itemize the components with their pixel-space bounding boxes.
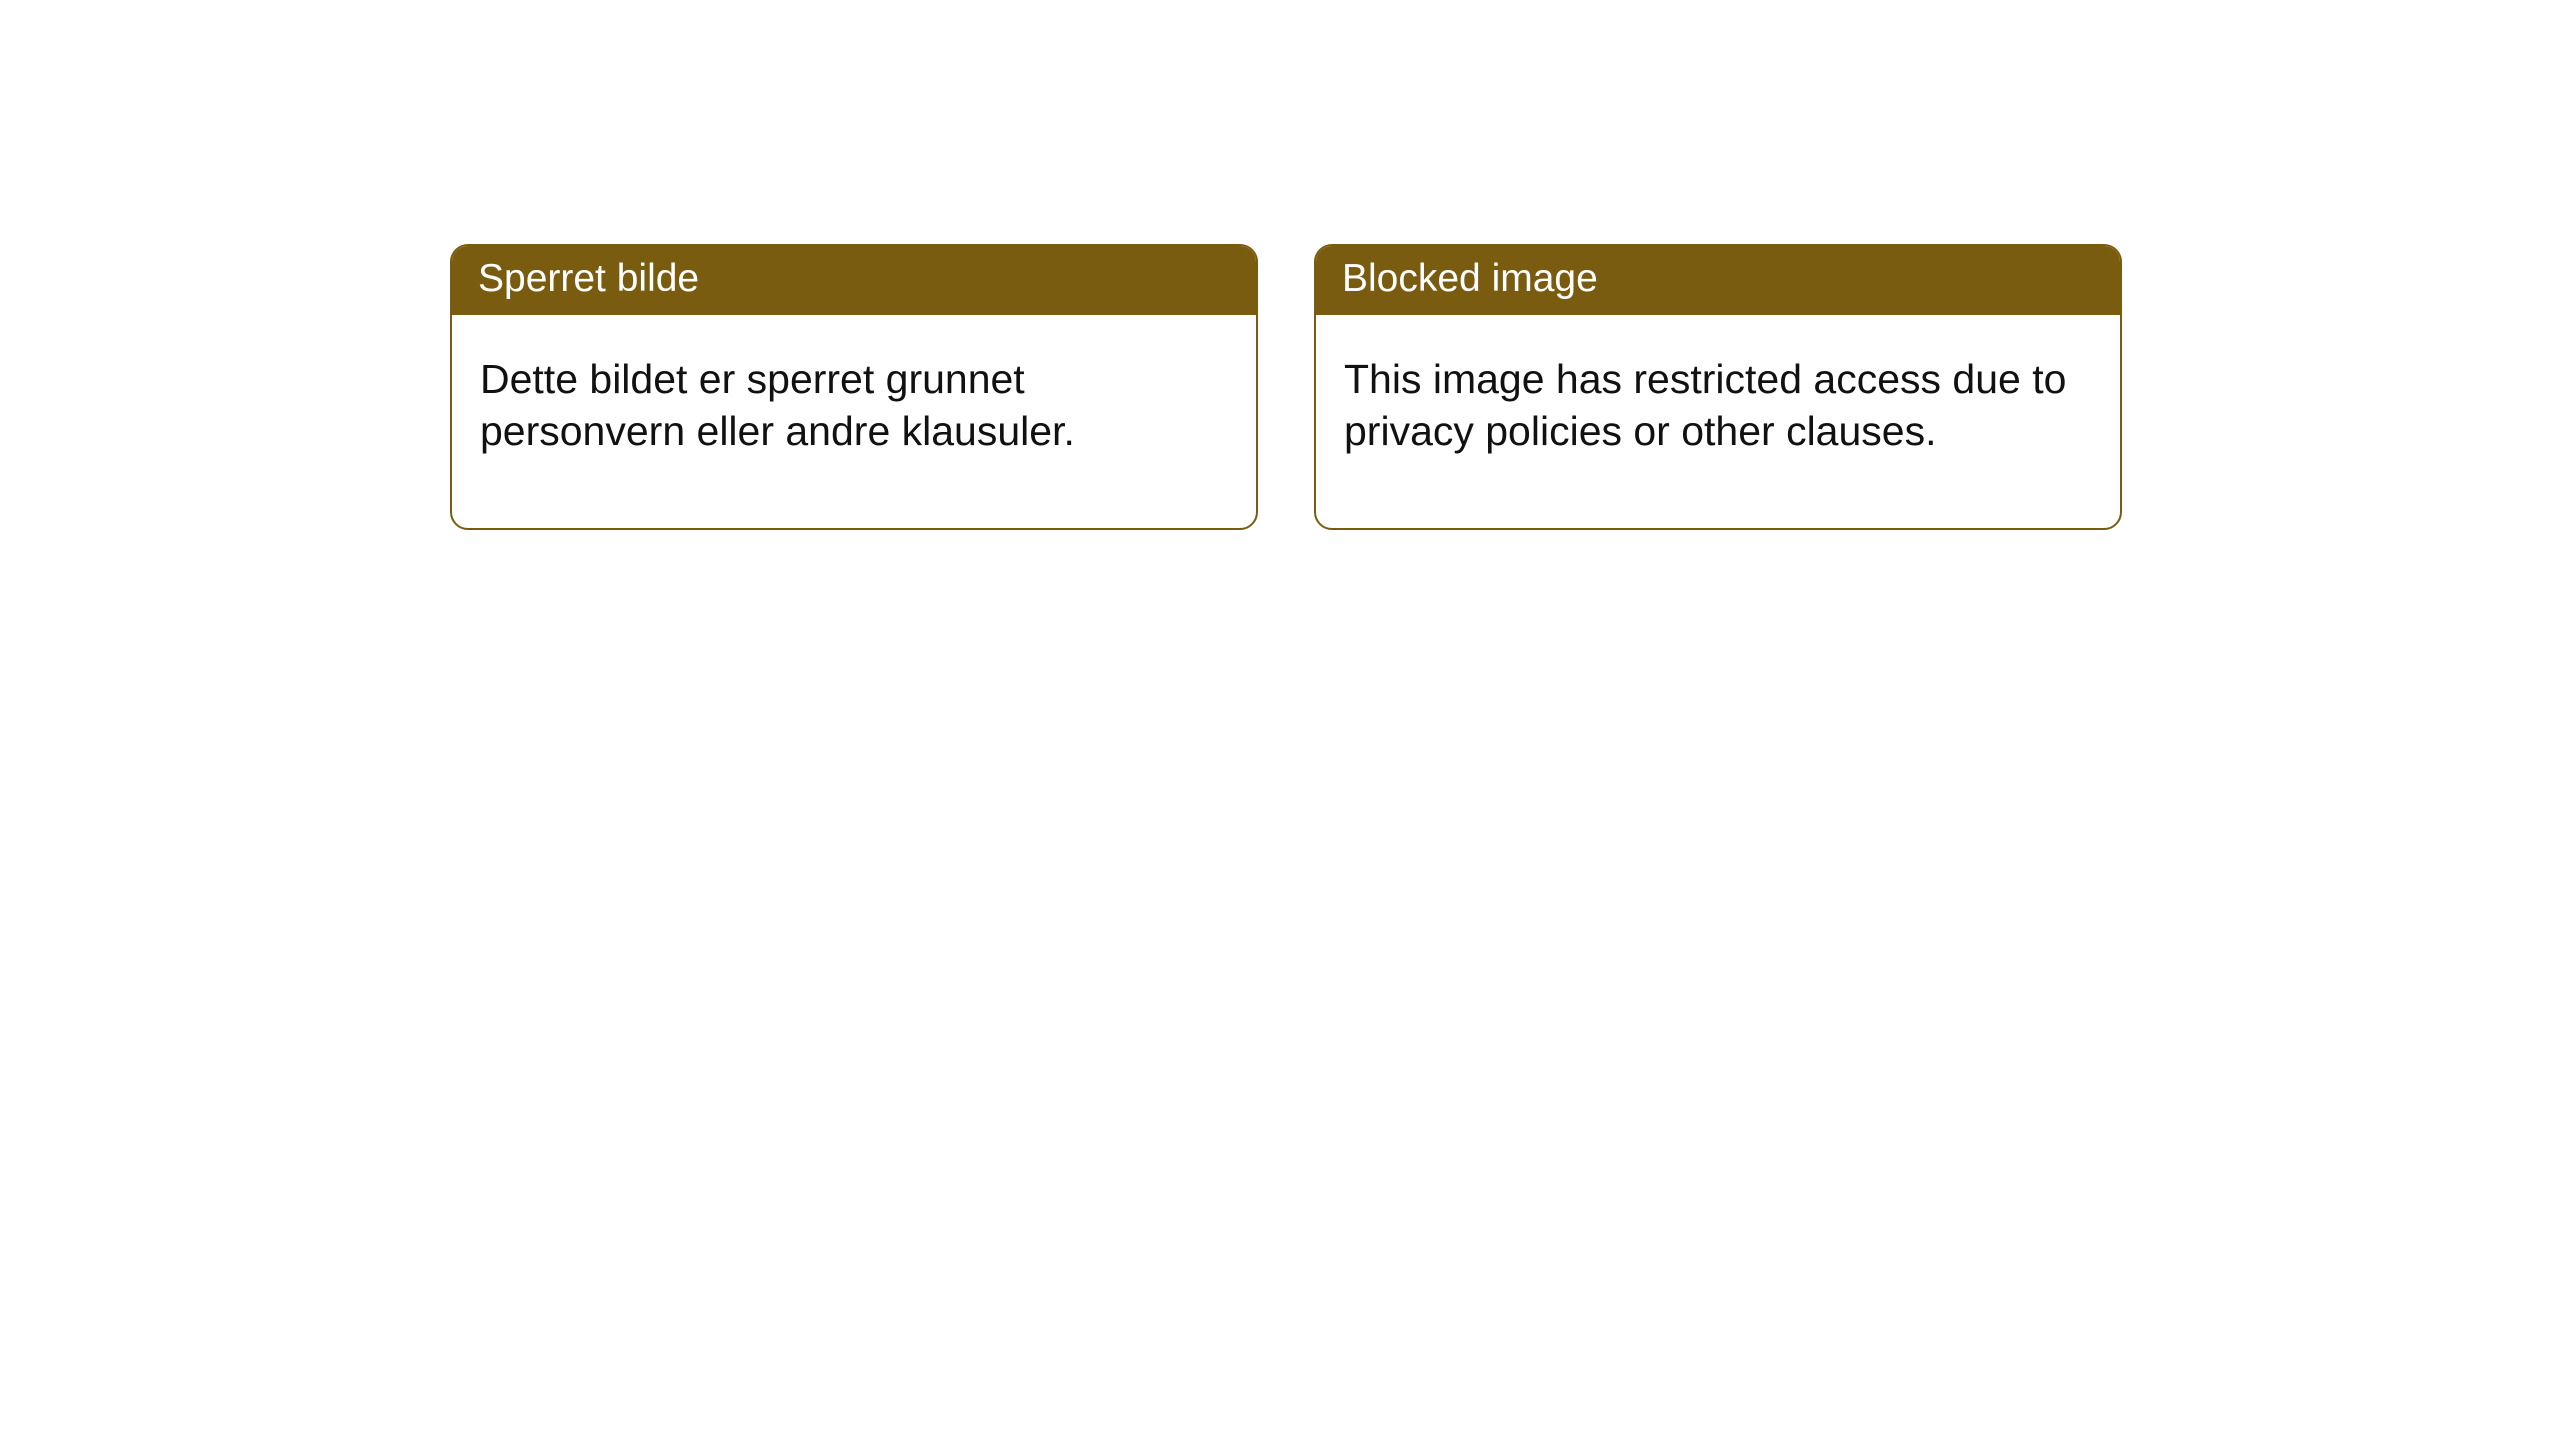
notice-title: Blocked image [1342, 257, 1598, 300]
notice-body-text: This image has restricted access due to … [1344, 356, 2066, 454]
notice-title: Sperret bilde [478, 257, 699, 300]
notice-body-text: Dette bildet er sperret grunnet personve… [480, 356, 1075, 454]
notice-container: Sperret bilde Dette bildet er sperret gr… [0, 0, 2560, 530]
notice-card-english: Blocked image This image has restricted … [1314, 244, 2122, 530]
notice-header: Blocked image [1316, 246, 2120, 315]
notice-body: Dette bildet er sperret grunnet personve… [452, 315, 1256, 528]
notice-card-norwegian: Sperret bilde Dette bildet er sperret gr… [450, 244, 1258, 530]
notice-body: This image has restricted access due to … [1316, 315, 2120, 528]
notice-header: Sperret bilde [452, 246, 1256, 315]
